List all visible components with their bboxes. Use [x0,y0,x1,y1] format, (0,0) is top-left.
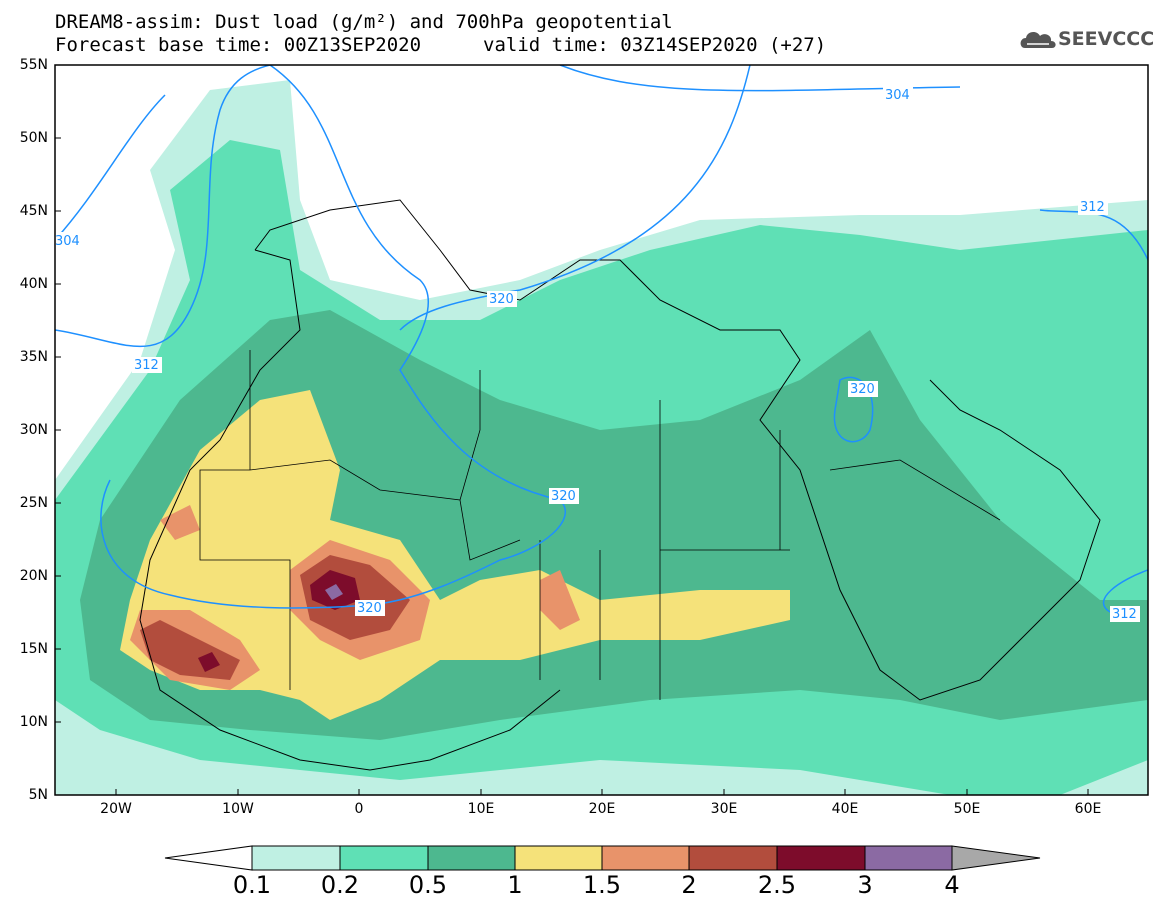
contour-label-320-med: 320 [489,292,514,307]
colorbar-swatch-15 [601,845,690,871]
contour-312-west [55,65,271,347]
contour-320-arabia [833,376,874,443]
lon-label: 40E [831,801,859,817]
colorbar-swatch-3 [864,845,953,871]
lon-label: 30E [710,801,738,817]
lat-label: 35N [19,349,48,365]
colorbar-swatch-01 [251,845,341,871]
lon-label: 20W [100,801,132,817]
contour-label-312-east: 312 [1080,200,1105,215]
lon-label: 0 [354,801,364,817]
lon-label: 20E [588,801,616,817]
colorbar-tick: 0.2 [320,871,360,899]
valid-time: valid time: 03Z14SEP2020 (+27) [483,34,827,56]
contour-label-312-southeast: 312 [1112,607,1137,622]
lat-label: 5N [28,787,48,803]
lat-label: 20N [19,568,48,584]
contour-label-320-arabia: 320 [850,382,875,397]
colorbar-swatch-25 [776,845,866,871]
axis-ticks [55,64,1089,795]
colorbar-tick: 1 [507,871,523,899]
lat-label: 50N [19,130,48,146]
lon-label: 10W [222,801,254,817]
map-title: DREAM8-assim: Dust load (g/m²) and 700hP… [55,11,673,33]
lat-label: 25N [19,495,48,511]
lat-label: 45N [19,203,48,219]
lat-label: 55N [19,57,48,73]
lat-label: 40N [19,276,48,292]
dust-level-25 [198,570,360,672]
logo: SEEVCCC [1058,28,1155,50]
colorbar-tick: 2 [681,871,697,899]
contour-320-main [100,65,567,609]
lat-label: 10N [19,714,48,730]
colorbar [164,845,1041,871]
dust-level-1 [120,390,790,720]
cloud-icon [1020,32,1056,48]
forecast-base-time: Forecast base time: 00Z13SEP2020 [55,34,422,56]
colorbar-swatch-02 [339,845,429,871]
lon-label: 10E [467,801,495,817]
colorbar-low-arrow [164,845,253,871]
country-borders [199,350,1001,700]
contour-312-southeast [1102,569,1148,613]
contour-label-304: 304 [885,88,910,103]
colorbar-swatch-2 [688,845,778,871]
colorbar-tick: 3 [857,871,873,899]
contour-label-304-west: 304 [55,234,80,249]
lon-label: 60E [1074,801,1102,817]
colorbar-tick: 1.5 [582,871,622,899]
colorbar-tick: 0.1 [232,871,272,899]
colorbar-swatch-05 [427,845,516,871]
contour-304-west [55,94,166,241]
lon-label: 50E [953,801,981,817]
colorbar-tick: 2.5 [757,871,797,899]
contour-label-320-sahel: 320 [357,601,382,616]
colorbar-high-arrow [951,845,1041,871]
lat-label: 15N [19,641,48,657]
colorbar-swatch-1 [514,845,603,871]
dust-level-3 [325,584,343,600]
contour-label-312-west: 312 [134,358,159,373]
lat-label: 30N [19,422,48,438]
colorbar-tick: 4 [944,871,960,899]
contour-label-320-sahara: 320 [551,489,576,504]
colorbar-tick: 0.5 [408,871,448,899]
coastlines [139,199,1101,771]
